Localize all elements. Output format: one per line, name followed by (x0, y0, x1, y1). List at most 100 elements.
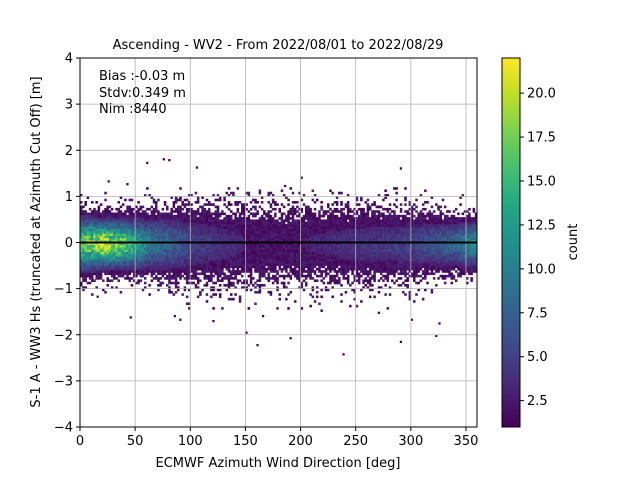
heatmap-cell (282, 237, 286, 241)
heatmap-cell (80, 205, 83, 209)
heatmap-cell (241, 249, 244, 253)
heatmap-cell (355, 198, 359, 202)
heatmap-cell (329, 277, 332, 280)
heatmap-cell (203, 249, 207, 253)
heatmap-cell (218, 251, 222, 255)
heatmap-cell (421, 228, 425, 232)
heatmap-cell (287, 221, 290, 225)
heatmap-cell (346, 228, 350, 232)
heatmap-cell (128, 249, 132, 253)
heatmap-cell (108, 226, 112, 229)
heatmap-cell (327, 260, 330, 264)
heatmap-cell (318, 270, 321, 273)
heatmap-cell (214, 219, 218, 223)
heatmap-cell (315, 233, 319, 236)
heatmap-cell (188, 233, 191, 236)
heatmap-cell (91, 219, 94, 223)
heatmap-cell (267, 194, 270, 197)
heatmap-cell (229, 297, 233, 301)
heatmap-cell (426, 200, 429, 204)
heatmap-cell (82, 230, 85, 234)
heatmap-cell (263, 251, 266, 255)
heatmap-cell (280, 233, 284, 236)
heatmap-cell (113, 242, 116, 246)
heatmap-cell (311, 263, 315, 266)
heatmap-cell (139, 247, 143, 250)
heatmap-cell (110, 244, 114, 248)
heatmap-cell (357, 226, 361, 229)
heatmap-cell (291, 240, 295, 243)
heatmap-cell (141, 274, 145, 278)
heatmap-cell (86, 214, 90, 218)
heatmap-cell (205, 226, 209, 229)
heatmap-cell (95, 251, 98, 255)
heatmap-cell (181, 214, 184, 218)
heatmap-cell (384, 237, 387, 241)
heatmap-cell (196, 247, 200, 250)
heatmap-cell (91, 265, 94, 269)
heatmap-cell (302, 194, 306, 197)
heatmap-cell (309, 272, 312, 276)
heatmap-cell (322, 270, 326, 273)
heatmap-cell (199, 219, 202, 223)
heatmap-cell (126, 240, 129, 243)
heatmap-cell (212, 203, 215, 206)
heatmap-cell (395, 242, 398, 246)
heatmap-cell (223, 203, 226, 206)
heatmap-cell (106, 233, 109, 236)
heatmap-cell (236, 258, 240, 262)
heatmap-cell (379, 219, 383, 223)
heatmap-cell (274, 260, 277, 264)
heatmap-cell (183, 260, 187, 264)
heatmap-cell (152, 198, 156, 202)
heatmap-cell (183, 230, 187, 234)
heatmap-cell (419, 219, 423, 223)
heatmap-cell (344, 217, 348, 220)
heatmap-cell (135, 237, 138, 241)
heatmap-cell (278, 221, 282, 225)
heatmap-cell (254, 228, 257, 232)
heatmap-cell (194, 270, 198, 273)
heatmap-cell (404, 249, 407, 253)
heatmap-cell (285, 240, 288, 243)
heatmap-cell (216, 267, 220, 271)
heatmap-cell (311, 244, 315, 248)
heatmap-cell (366, 272, 370, 276)
heatmap-cell (234, 212, 237, 216)
heatmap-cell (223, 240, 226, 243)
heatmap-cell (245, 263, 248, 266)
heatmap-cell (185, 267, 189, 271)
heatmap-cell (282, 212, 286, 216)
heatmap-cell (179, 219, 182, 223)
heatmap-cell (108, 254, 112, 257)
heatmap-cell (243, 279, 246, 283)
heatmap-cell (121, 247, 125, 250)
heatmap-cell (402, 267, 405, 271)
heatmap-cell (274, 274, 277, 278)
heatmap-cell (102, 270, 105, 273)
heatmap-cell (229, 251, 233, 255)
heatmap-cell (113, 221, 116, 225)
heatmap-cell (163, 219, 167, 223)
heatmap-cell (344, 277, 348, 280)
heatmap-cell (238, 265, 242, 269)
heatmap-cell (124, 224, 127, 227)
heatmap-cell (424, 270, 427, 273)
heatmap-cell (311, 226, 315, 229)
heatmap-cell (360, 237, 363, 241)
heatmap-cell (247, 191, 251, 195)
heatmap-cell (185, 214, 189, 218)
heatmap-cell (364, 254, 368, 257)
heatmap-cell (309, 214, 312, 218)
heatmap-cell (404, 187, 407, 190)
heatmap-cell (302, 265, 306, 269)
heatmap-cell (95, 233, 98, 236)
heatmap-cell (104, 256, 107, 259)
heatmap-cell (245, 279, 248, 283)
heatmap-cell (243, 260, 246, 264)
heatmap-cell (315, 249, 319, 253)
heatmap-cell (256, 200, 259, 204)
heatmap-cell (199, 258, 202, 262)
heatmap-cell (402, 244, 405, 248)
heatmap-cell (218, 233, 222, 236)
